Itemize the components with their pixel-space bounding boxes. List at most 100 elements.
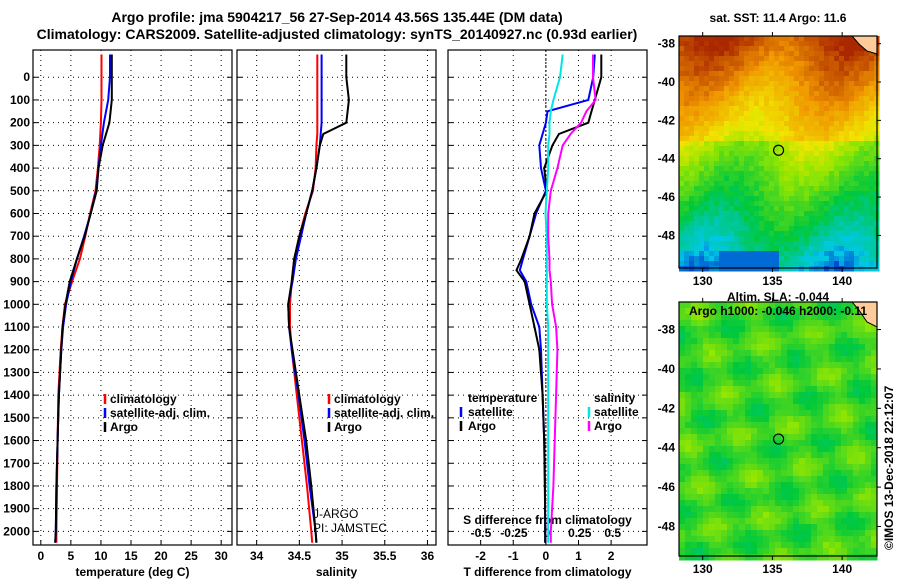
map-cell [829,416,836,423]
map-cell [811,548,818,555]
map-cell [757,344,764,351]
map-cell [794,61,800,67]
map-cell [691,314,698,321]
map-cell [679,350,686,357]
map-cell [775,362,782,369]
map-cell [835,368,842,375]
map-cell [745,428,752,435]
map-cell [689,211,695,217]
map-cell [789,231,795,237]
map-cell [699,136,705,142]
map-cell [739,121,745,127]
map-cell [811,470,818,477]
map-cell [804,46,810,52]
map-cell [733,380,740,387]
map-cell [684,221,690,227]
map-cell [844,56,850,62]
map-cell [814,66,820,72]
map-cell [804,131,810,137]
map-cell [805,494,812,501]
map-cell [739,211,745,217]
map-cell [784,211,790,217]
map-cell [727,518,734,525]
map-cell [809,36,815,42]
map-cell [744,141,750,147]
map-cell [849,76,855,82]
map-cell [859,482,866,489]
map-cell [694,241,700,247]
map-cell [769,482,776,489]
map-cell [819,101,825,107]
y-tick-label: 1700 [3,456,30,470]
map-cell [871,440,878,447]
map-cell [679,76,685,82]
map-cell [784,41,790,47]
map-cell [729,216,735,222]
map-raster [679,36,880,272]
map-cell [817,422,824,429]
map-cell [679,231,685,237]
map-cell [864,131,870,137]
map-cell [757,488,764,495]
map-cell [841,326,848,333]
map-cell [844,201,850,207]
map-cell [774,81,780,87]
map-cell [829,136,835,142]
map-cell [809,201,815,207]
map-cell [774,66,780,72]
map-cell [779,246,785,252]
x-tick-label: 140 [832,274,852,288]
map-cell [714,96,720,102]
map-cell [769,488,776,495]
map-cell [869,221,875,227]
map-cell [847,542,854,549]
map-cell [829,181,835,187]
map-cell [779,176,785,182]
map-cell [817,506,824,513]
map-cell [703,446,710,453]
map-cell [759,101,765,107]
map-cell [809,61,815,67]
map-cell [799,211,805,217]
map-cell [853,500,860,507]
map-cell [835,434,842,441]
map-cell [734,96,740,102]
map-cell [727,548,734,555]
map-cell [844,121,850,127]
map-cell [799,151,805,157]
map-cell [844,231,850,237]
map-cell [714,146,720,152]
map-cell [793,416,800,423]
map-cell [799,226,805,232]
map-cell [684,216,690,222]
map-cell [799,368,806,375]
map-cell [689,96,695,102]
map-cell [811,464,818,471]
map-cell [689,116,695,122]
map-cell [854,106,860,112]
map-cell [824,76,830,82]
map-cell [764,81,770,87]
map-cell [769,422,776,429]
map-cell [789,86,795,92]
map-cell [714,196,720,202]
map-cell [733,434,740,441]
map-cell [715,548,722,555]
map-cell [865,554,872,561]
map-cell [739,251,745,257]
map-cell [699,261,705,267]
map-cell [779,236,785,242]
map-cell [869,106,875,112]
map-cell [724,91,730,97]
map-cell [787,404,794,411]
map-cell [751,542,758,549]
map-cell [749,111,755,117]
map-cell [709,458,716,465]
map-cell [847,344,854,351]
map-cell [854,161,860,167]
map-cell [847,512,854,519]
map-cell [685,344,692,351]
map-cell [709,344,716,351]
map-cell [805,362,812,369]
map-cell [819,221,825,227]
